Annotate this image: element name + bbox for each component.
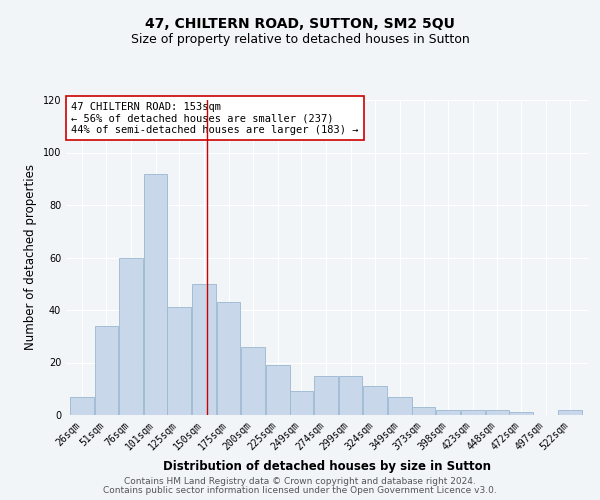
- Bar: [192, 284, 216, 415]
- Bar: [509, 412, 533, 415]
- Bar: [70, 396, 94, 415]
- Bar: [217, 302, 241, 415]
- Bar: [436, 410, 460, 415]
- Bar: [461, 410, 485, 415]
- Text: 47, CHILTERN ROAD, SUTTON, SM2 5QU: 47, CHILTERN ROAD, SUTTON, SM2 5QU: [145, 18, 455, 32]
- Bar: [339, 376, 362, 415]
- Y-axis label: Number of detached properties: Number of detached properties: [24, 164, 37, 350]
- Bar: [241, 347, 265, 415]
- Text: Contains public sector information licensed under the Open Government Licence v3: Contains public sector information licen…: [103, 486, 497, 495]
- Bar: [167, 308, 191, 415]
- Text: Size of property relative to detached houses in Sutton: Size of property relative to detached ho…: [131, 32, 469, 46]
- Text: Contains HM Land Registry data © Crown copyright and database right 2024.: Contains HM Land Registry data © Crown c…: [124, 477, 476, 486]
- Bar: [119, 258, 143, 415]
- Bar: [364, 386, 387, 415]
- Bar: [144, 174, 167, 415]
- Bar: [266, 365, 290, 415]
- Bar: [388, 396, 412, 415]
- Bar: [559, 410, 582, 415]
- Bar: [95, 326, 118, 415]
- X-axis label: Distribution of detached houses by size in Sutton: Distribution of detached houses by size …: [163, 460, 491, 473]
- Bar: [412, 407, 436, 415]
- Bar: [290, 392, 313, 415]
- Text: 47 CHILTERN ROAD: 153sqm
← 56% of detached houses are smaller (237)
44% of semi-: 47 CHILTERN ROAD: 153sqm ← 56% of detach…: [71, 102, 359, 135]
- Bar: [314, 376, 338, 415]
- Bar: [485, 410, 509, 415]
